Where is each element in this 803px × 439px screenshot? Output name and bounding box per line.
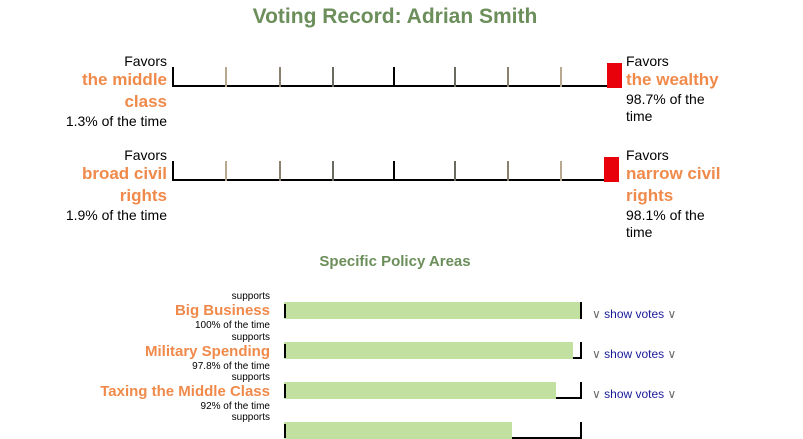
scale-tick xyxy=(560,161,562,181)
policy-area-label: supports Big Business 100% of the time xyxy=(175,291,270,331)
policy-area-percent: 100% of the time xyxy=(194,320,270,331)
supports-prefix: supports xyxy=(231,291,270,302)
scale-tick xyxy=(225,67,227,87)
right-percent-line2: time xyxy=(626,108,653,124)
chevron-down-icon: ∨ xyxy=(592,387,601,401)
policy-bar-end-tick xyxy=(580,302,582,319)
chevron-down-icon: ∨ xyxy=(667,347,677,361)
left-percent: 1.3% of the time xyxy=(65,113,167,129)
policy-bar-end-tick xyxy=(580,382,582,399)
left-position-line1: broad civil xyxy=(81,164,167,183)
chevron-down-icon: ∨ xyxy=(667,387,677,401)
supports-prefix: supports xyxy=(231,372,270,383)
scale-left-label: Favors broad civil rights 1.9% of the ti… xyxy=(66,147,167,224)
policy-bar-start-tick xyxy=(284,344,286,358)
show-votes-toggle[interactable]: ∨ show votes ∨ xyxy=(592,307,676,321)
favors-label: Favors xyxy=(124,147,167,163)
left-position-line2: class xyxy=(124,92,167,111)
left-percent: 1.9% of the time xyxy=(65,207,167,223)
policy-bar-start-tick xyxy=(284,304,286,318)
page-title: Voting Record: Adrian Smith xyxy=(252,5,538,28)
scale-tick xyxy=(560,67,562,87)
show-votes-link[interactable]: show votes xyxy=(604,307,665,321)
policy-bar-end-tick xyxy=(580,342,582,359)
favors-label: Favors xyxy=(124,53,167,69)
scale-tick xyxy=(454,161,456,181)
policy-bar-start-tick xyxy=(284,424,286,438)
right-position-line1: the wealthy xyxy=(626,70,719,89)
favors-label: Favors xyxy=(626,147,669,163)
policy-area-label: supports xyxy=(232,412,270,423)
scale-tick xyxy=(279,67,281,87)
favors-label: Favors xyxy=(626,53,669,69)
show-votes-link[interactable]: show votes xyxy=(604,387,665,401)
show-votes-toggle[interactable]: ∨ show votes ∨ xyxy=(592,387,676,401)
show-votes-toggle[interactable]: ∨ show votes ∨ xyxy=(592,347,676,361)
supports-prefix: supports xyxy=(231,412,270,423)
chevron-down-icon: ∨ xyxy=(592,347,601,361)
scale-tick xyxy=(332,67,334,87)
scale-tick xyxy=(279,161,281,181)
right-percent-line1: 98.1% of the xyxy=(626,207,705,223)
scale-left-label: Favors the middle class 1.3% of the time xyxy=(66,53,167,130)
policy-bar-fill xyxy=(284,422,512,439)
policy-bar-end-tick xyxy=(580,422,582,439)
scale-tick xyxy=(172,161,174,181)
right-percent-line1: 98.7% of the xyxy=(626,91,705,107)
position-marker xyxy=(604,157,620,182)
policy-area-name: Taxing the Middle Class xyxy=(100,383,270,400)
left-position-line1: the middle xyxy=(81,70,167,89)
policy-area-name: Military Spending xyxy=(144,343,270,360)
policy-bar-fill xyxy=(284,342,573,359)
scale-tick xyxy=(393,161,395,181)
scale-tick xyxy=(454,67,456,87)
scale-right-label: Favors the wealthy 98.7% of the time xyxy=(626,53,719,125)
policy-bar-start-tick xyxy=(284,384,286,398)
scale-tick xyxy=(393,67,395,87)
scale-tick xyxy=(172,67,174,87)
scale-tick xyxy=(507,161,509,181)
right-position-line1: narrow civil xyxy=(626,164,721,183)
show-votes-link[interactable]: show votes xyxy=(604,347,665,361)
chevron-down-icon: ∨ xyxy=(592,307,601,321)
scale-civil-rights: Favors broad civil rights 1.9% of the ti… xyxy=(0,146,803,246)
right-position-line2: rights xyxy=(626,186,674,205)
policy-bar-fill xyxy=(284,382,556,399)
scale-tick xyxy=(225,161,227,181)
scale-tick xyxy=(332,161,334,181)
policy-area-percent: 97.8% of the time xyxy=(192,361,270,372)
policy-area-label: supports Taxing the Middle Class 92% of … xyxy=(100,372,270,412)
right-percent-line2: time xyxy=(626,224,653,240)
position-marker xyxy=(606,63,622,88)
chevron-down-icon: ∨ xyxy=(667,307,677,321)
policy-area-percent: 92% of the time xyxy=(200,401,270,412)
policy-area-label: supports Military Spending 97.8% of the … xyxy=(145,332,270,372)
scale-track xyxy=(172,63,622,88)
scale-track xyxy=(172,157,620,182)
policy-bar-gap-line xyxy=(556,397,580,399)
supports-prefix: supports xyxy=(231,332,270,343)
scale-middle-class-vs-wealthy: Favors the middle class 1.3% of the time… xyxy=(0,52,803,152)
section-heading: Specific Policy Areas xyxy=(319,253,471,270)
scale-tick xyxy=(507,67,509,87)
policy-bar-gap-line xyxy=(573,357,580,359)
left-position-line2: rights xyxy=(119,186,167,205)
scale-right-label: Favors narrow civil rights 98.1% of the … xyxy=(626,147,720,241)
policy-area-name: Big Business xyxy=(174,302,270,319)
policy-bar-fill xyxy=(284,302,580,319)
